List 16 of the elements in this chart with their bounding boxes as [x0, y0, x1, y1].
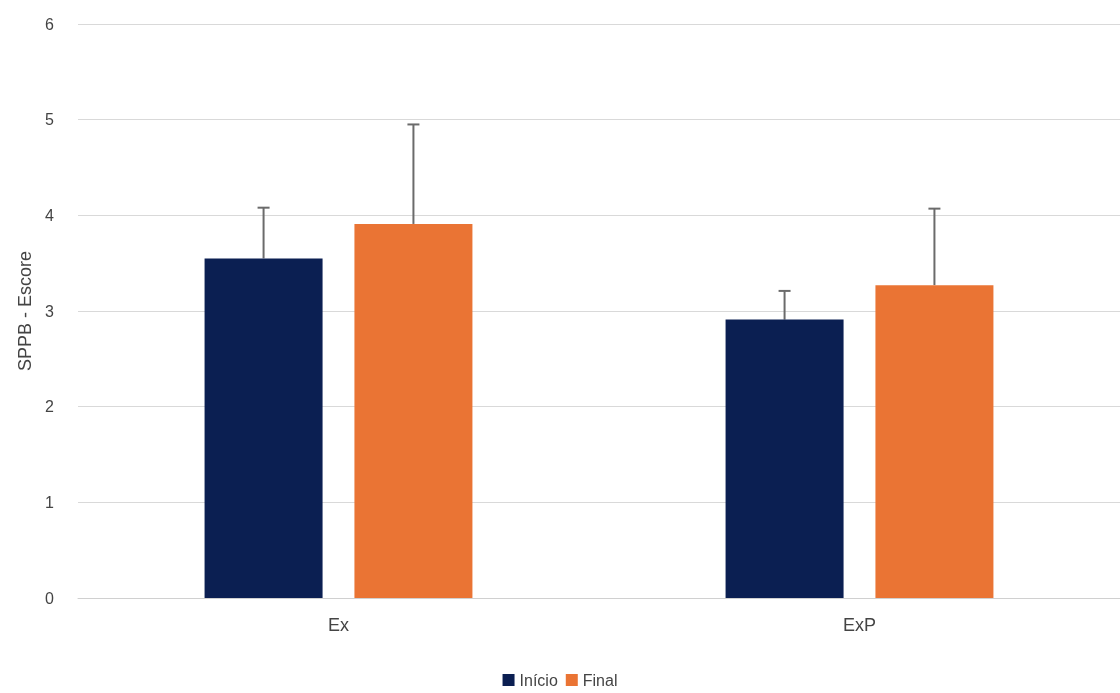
bar	[875, 285, 994, 598]
x-tick-label: Ex	[327, 615, 350, 635]
y-axis-title: SPPB - Escore	[15, 250, 36, 372]
legend-label: Início	[519, 671, 558, 689]
bar	[204, 258, 323, 598]
legend-label: Final	[582, 671, 618, 689]
y-tick-label: 5	[45, 111, 55, 129]
y-tick-label: 2	[45, 398, 55, 416]
y-tick-label: 6	[45, 15, 55, 33]
bar	[354, 223, 473, 598]
y-tick-label: 4	[45, 206, 55, 224]
x-tick-label: ExP	[842, 615, 877, 635]
y-tick-label: 0	[45, 589, 55, 607]
bar	[725, 319, 844, 598]
y-tick-label: 3	[45, 302, 55, 320]
y-tick-label: 1	[45, 493, 55, 511]
